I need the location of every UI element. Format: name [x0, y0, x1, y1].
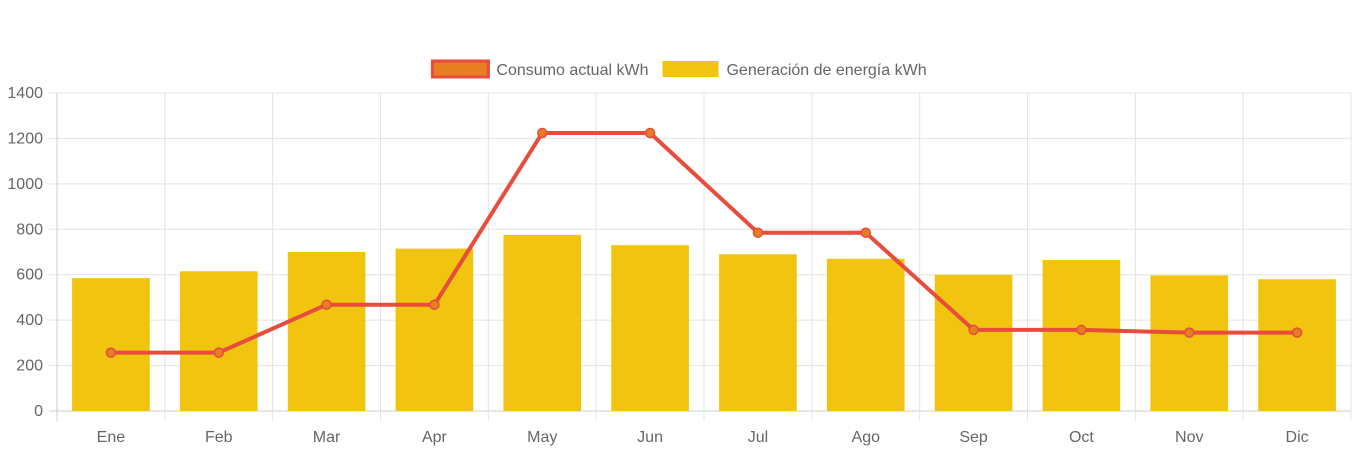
point-consumo-may[interactable] [537, 127, 548, 139]
x-tick-label: Feb [205, 429, 233, 446]
axes: 0 200 400 600 800 1000 1200 1400 Ene Feb Mar Apr May… [7, 85, 1308, 446]
legend[interactable]: Consumo actual kWh Generación de energía… [430, 59, 927, 79]
x-tick-label: Oct [1069, 429, 1094, 446]
bar-generacion-sep[interactable] [934, 274, 1013, 411]
bar-generacion-ago[interactable] [826, 258, 905, 411]
bar-generacion-jun[interactable] [611, 245, 689, 411]
x-tick-label: Apr [422, 429, 448, 446]
line-consumo [108, 130, 1300, 355]
point-consumo-ago[interactable] [860, 227, 871, 238]
bar-series [72, 234, 1336, 411]
point-consumo-jul[interactable] [752, 227, 764, 238]
y-tick-label: 400 [16, 312, 43, 329]
x-tick-label: Ago [852, 429, 881, 446]
x-tick-label: Jul [748, 429, 768, 446]
point-consumo-dic[interactable] [1291, 327, 1303, 338]
y-tick-label: 0 [34, 403, 43, 420]
point-consumo-jun[interactable] [644, 127, 656, 139]
bar-generacion-mar[interactable] [287, 252, 366, 411]
x-tick-label: Sep [959, 429, 988, 446]
x-tick-label: Mar [313, 429, 341, 446]
bar-generacion-ene[interactable] [72, 278, 150, 411]
legend-swatch-generacion[interactable] [662, 61, 719, 77]
legend-label-generacion[interactable]: Generación de energía kWh [726, 62, 926, 79]
y-tick-label: 600 [16, 267, 43, 284]
legend-swatch-consumo[interactable] [430, 59, 490, 79]
x-tick-label: Dic [1286, 429, 1309, 446]
x-tick-label: Ene [97, 429, 126, 446]
y-tick-label: 1000 [7, 176, 43, 193]
point-consumo-sep[interactable] [968, 324, 979, 336]
x-tick-label: Nov [1175, 429, 1203, 446]
y-tick-label: 200 [16, 358, 43, 375]
point-consumo-ene[interactable] [105, 347, 117, 358]
point-consumo-mar[interactable] [321, 299, 332, 310]
bar-generacion-dic[interactable] [1258, 279, 1336, 411]
point-consumo-apr[interactable] [429, 299, 440, 310]
point-consumo-oct[interactable] [1076, 324, 1087, 336]
bar-generacion-nov[interactable] [1150, 275, 1229, 411]
point-consumo-nov[interactable] [1184, 327, 1195, 338]
x-tick-label: Jun [637, 429, 663, 446]
bar-generacion-may[interactable] [503, 234, 582, 411]
line-series [105, 127, 1303, 358]
point-consumo-feb[interactable] [213, 347, 224, 358]
legend-label-consumo[interactable]: Consumo actual kWh [496, 62, 648, 79]
y-tick-label: 800 [16, 221, 43, 238]
bar-generacion-apr[interactable] [395, 248, 474, 411]
grid-lines [49, 92, 1352, 421]
y-tick-label: 1400 [7, 85, 43, 102]
bar-generacion-oct[interactable] [1042, 259, 1121, 411]
x-tick-label: May [527, 429, 557, 446]
y-tick-label: 1200 [7, 130, 43, 147]
bar-generacion-jul[interactable] [719, 254, 797, 411]
